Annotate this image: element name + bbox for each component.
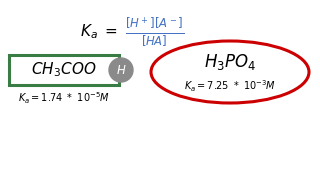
- Text: $H_3PO_4$: $H_3PO_4$: [204, 52, 256, 72]
- Text: $\frac{[H^+][A^-]}{[HA]}$: $\frac{[H^+][A^-]}{[HA]}$: [125, 16, 185, 48]
- Text: $K_a = 1.74\ *\ 10^{-5}M$: $K_a = 1.74\ *\ 10^{-5}M$: [18, 90, 110, 106]
- Text: $K_a = 7.25\ *\ 10^{-3}M$: $K_a = 7.25\ *\ 10^{-3}M$: [184, 78, 276, 94]
- Text: $H$: $H$: [116, 64, 126, 76]
- Text: $CH_3COO$: $CH_3COO$: [31, 61, 97, 79]
- FancyBboxPatch shape: [9, 55, 119, 85]
- Text: $K_a\ =$: $K_a\ =$: [80, 23, 118, 41]
- Ellipse shape: [151, 41, 309, 103]
- Circle shape: [109, 58, 133, 82]
